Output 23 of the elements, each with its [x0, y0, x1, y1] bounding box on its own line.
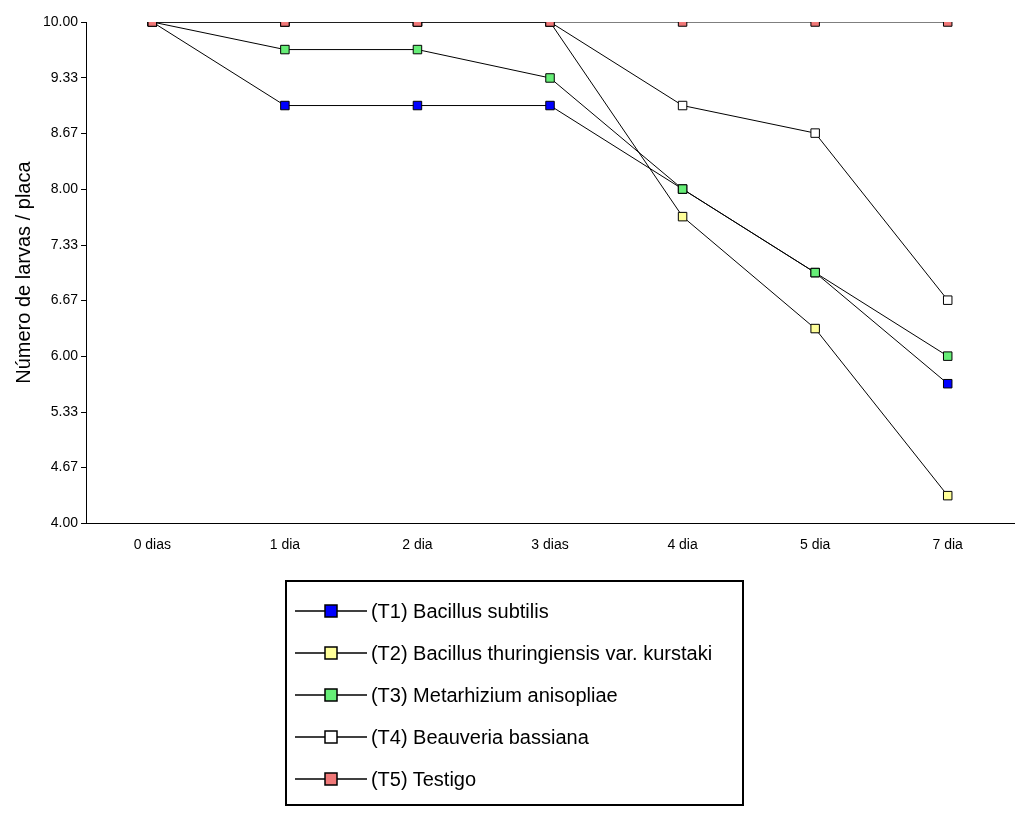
- x-tick-label: 4 dia: [667, 536, 698, 553]
- x-tick-label: 2 dia: [402, 536, 433, 553]
- y-tick-label: 8.00: [50, 179, 79, 196]
- y-tick-label: 4.67: [50, 458, 79, 475]
- y-tick-label: 6.00: [50, 346, 79, 363]
- legend-label: (T5) Testigo: [370, 767, 477, 791]
- legend-label: (T4) Beauveria bassiana: [370, 725, 589, 749]
- y-axis-title: Número de larvas / placa: [11, 160, 34, 384]
- legend-label: (T2) Bacillus thuringiensis var. kurstaki: [370, 641, 713, 665]
- legend-label: (T3) Metarhizium anisopliae: [370, 683, 618, 707]
- x-tick-label: 0 dias: [133, 536, 171, 553]
- x-tick-label: 5 dia: [799, 536, 831, 553]
- x-tick-label: 3 dias: [531, 536, 569, 553]
- x-tick-label: 1 dia: [269, 536, 301, 553]
- y-tick-label: 10.00: [42, 12, 79, 29]
- x-tick-label: 7 dia: [932, 536, 964, 553]
- y-tick-label: 8.67: [50, 123, 79, 140]
- legend-label: (T1) Bacillus subtilis: [370, 599, 549, 623]
- y-tick-label: 4.00: [50, 514, 79, 531]
- y-tick-label: 9.33: [50, 68, 79, 85]
- y-tick-label: 5.33: [50, 402, 79, 419]
- y-tick-label: 6.67: [50, 291, 79, 308]
- y-tick-label: 7.33: [50, 235, 79, 252]
